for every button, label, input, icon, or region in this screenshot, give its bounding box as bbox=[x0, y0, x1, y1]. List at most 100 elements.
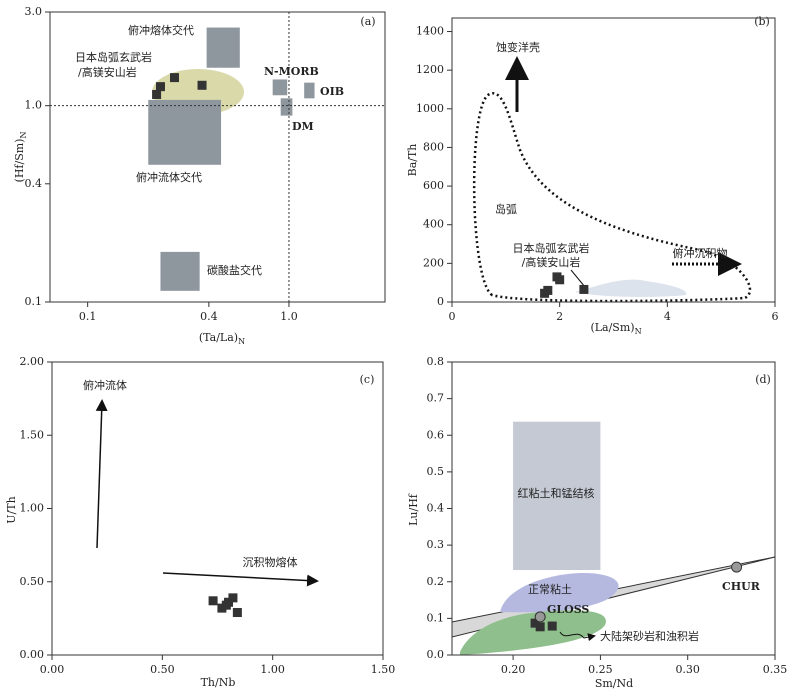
y-tick-label: 1200 bbox=[416, 63, 444, 76]
x-tick-label: 0.25 bbox=[588, 663, 613, 676]
annotation: 红粘土和锰结核 bbox=[518, 486, 595, 500]
annotation: CHUR bbox=[722, 580, 761, 593]
y-tick-label: 0.3 bbox=[427, 538, 445, 551]
sample-point bbox=[228, 593, 238, 603]
x-tick-label: 0.30 bbox=[675, 663, 700, 676]
x-tick-label: 0 bbox=[449, 310, 456, 323]
x-axis-label: Th/Nb bbox=[201, 676, 236, 689]
arrow bbox=[95, 399, 108, 549]
annotation: 俯冲沉积物 bbox=[673, 246, 728, 260]
y-tick-label: 0.1 bbox=[25, 295, 43, 308]
reference-point bbox=[731, 561, 743, 573]
x-tick-label: 0.1 bbox=[79, 310, 97, 323]
x-tick-label: 0.4 bbox=[200, 310, 218, 323]
field-box bbox=[304, 82, 315, 99]
y-tick-label: 0.6 bbox=[427, 428, 445, 441]
annotation: /高镁安山岩 bbox=[78, 65, 137, 79]
sample-point bbox=[221, 600, 231, 610]
sample-point bbox=[530, 618, 540, 628]
x-axis-label-main: (Ta/La) bbox=[199, 331, 238, 344]
sample-point bbox=[547, 621, 557, 631]
annotation: 日本岛弧玄武岩 bbox=[75, 50, 152, 64]
y-tick-label: 0.5 bbox=[427, 465, 445, 478]
sample-point bbox=[555, 275, 565, 285]
y-tick-label: 0.0 bbox=[427, 648, 445, 661]
y-tick-label: 0.1 bbox=[427, 611, 445, 624]
reference-point bbox=[534, 611, 546, 623]
x-axis-label-sub: N bbox=[238, 337, 245, 346]
sediment-field bbox=[575, 279, 687, 297]
sample-point bbox=[208, 596, 218, 606]
x-tick-label: 1.0 bbox=[280, 310, 298, 323]
island-arc-field bbox=[472, 92, 752, 303]
x-axis-label: (La/Sm)N bbox=[590, 321, 641, 336]
plot-frame bbox=[451, 17, 776, 303]
y-tick-label: 0 bbox=[437, 295, 444, 308]
x-tick-label: 1.00 bbox=[260, 663, 285, 676]
sample-point bbox=[152, 90, 162, 100]
annotation: 俯冲流体 bbox=[83, 378, 127, 392]
sample-point bbox=[197, 80, 207, 90]
sample-point bbox=[169, 73, 179, 83]
y-tick-label: 0.00 bbox=[20, 648, 45, 661]
annotation: 沉积物熔体 bbox=[243, 555, 298, 569]
arrow bbox=[162, 572, 319, 587]
x-tick-label: 0.00 bbox=[40, 663, 65, 676]
panel-label: (c) bbox=[360, 373, 375, 386]
y-tick-label: 600 bbox=[423, 179, 444, 192]
field-box bbox=[160, 251, 200, 291]
x-tick-label: 6 bbox=[772, 310, 779, 323]
y-tick-label: 1.00 bbox=[20, 502, 45, 515]
sample-point bbox=[155, 82, 165, 92]
annotation: 大陆架砂岩和浊积岩 bbox=[600, 629, 699, 643]
y-axis-label: Lu/Hf bbox=[407, 493, 420, 526]
x-tick-label: 4 bbox=[664, 310, 671, 323]
annotation: DM bbox=[292, 120, 314, 133]
y-tick-label: 0.50 bbox=[20, 575, 45, 588]
y-axis-label: U/Th bbox=[5, 496, 18, 523]
annotation: 蚀变洋壳 bbox=[496, 40, 540, 54]
sample-point bbox=[535, 622, 545, 632]
panel-label: (a) bbox=[360, 15, 375, 28]
plot-frame bbox=[49, 11, 386, 303]
y-tick-label: 1.0 bbox=[25, 99, 43, 112]
field-box bbox=[280, 98, 293, 116]
x-tick-label: 1.50 bbox=[371, 663, 396, 676]
arrow bbox=[559, 631, 596, 642]
y-axis-label-main: U/Th bbox=[5, 496, 18, 523]
annotation: 正常粘土 bbox=[528, 582, 572, 596]
field-box bbox=[272, 79, 288, 96]
y-axis-label-main: (Hf/Sm) bbox=[13, 139, 26, 183]
annotation: 俯冲熔体交代 bbox=[128, 23, 194, 37]
y-tick-label: 1.50 bbox=[20, 428, 45, 441]
y-tick-label: 0.4 bbox=[25, 177, 43, 190]
panel-label: (b) bbox=[754, 15, 770, 28]
field-box bbox=[148, 99, 222, 165]
y-tick-label: 0.7 bbox=[427, 392, 445, 405]
annotation: 岛弧 bbox=[495, 202, 517, 216]
annotation: 俯冲流体交代 bbox=[136, 170, 202, 184]
y-tick-label: 3.0 bbox=[25, 5, 43, 18]
x-axis-label: Sm/Nd bbox=[595, 677, 633, 690]
annotation: 碳酸盐交代 bbox=[207, 263, 262, 277]
clay-field bbox=[500, 572, 619, 613]
annotation: OIB bbox=[320, 85, 344, 98]
x-tick-label: 0.35 bbox=[763, 663, 788, 676]
y-axis-label-sub: N bbox=[19, 132, 28, 139]
y-tick-label: 800 bbox=[423, 140, 444, 153]
y-tick-label: 200 bbox=[423, 256, 444, 269]
chart-layer: 0.1 0.4 1.03.01.00.40.1(a)(Ta/La)N(Hf/Sm)N… bbox=[5, 5, 787, 690]
sandstone-field bbox=[460, 610, 606, 655]
x-axis-label-main: Th/Nb bbox=[201, 676, 236, 689]
y-tick-label: 0.4 bbox=[427, 502, 445, 515]
x-axis-label-main: (La/Sm) bbox=[590, 321, 634, 334]
y-axis-label-main: Lu/Hf bbox=[407, 493, 420, 526]
x-tick-label: 0.50 bbox=[150, 663, 175, 676]
field-box bbox=[206, 27, 240, 68]
y-tick-label: 400 bbox=[423, 218, 444, 231]
x-axis-label: (Ta/La)N bbox=[199, 331, 245, 346]
sample-point bbox=[232, 608, 242, 618]
pointer bbox=[570, 269, 586, 288]
y-tick-label: 2.00 bbox=[20, 355, 45, 368]
